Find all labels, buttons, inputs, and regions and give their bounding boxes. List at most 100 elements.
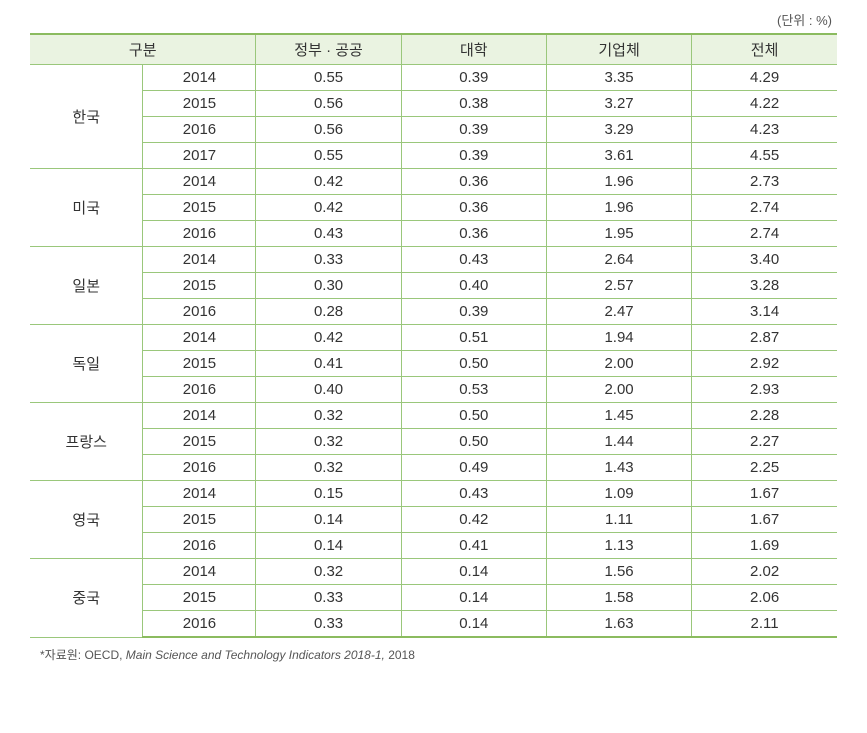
gov-cell: 0.33 [256,247,401,273]
year-cell: 2017 [143,143,256,169]
table-row: 20150.560.383.274.22 [30,91,837,117]
year-cell: 2016 [143,533,256,559]
total-cell: 4.22 [692,91,837,117]
total-cell: 2.27 [692,429,837,455]
table-row: 프랑스20140.320.501.452.28 [30,403,837,429]
table-row: 중국20140.320.141.562.02 [30,559,837,585]
ent-cell: 3.35 [546,65,691,91]
uni-cell: 0.14 [401,559,546,585]
ent-cell: 2.00 [546,351,691,377]
gov-cell: 0.33 [256,585,401,611]
gov-cell: 0.42 [256,195,401,221]
year-cell: 2014 [143,559,256,585]
country-cell: 일본 [30,247,143,325]
year-cell: 2015 [143,91,256,117]
total-cell: 2.25 [692,455,837,481]
uni-cell: 0.36 [401,195,546,221]
gov-cell: 0.32 [256,403,401,429]
table-row: 20160.140.411.131.69 [30,533,837,559]
uni-cell: 0.53 [401,377,546,403]
table-row: 20150.140.421.111.67 [30,507,837,533]
table-row: 20160.430.361.952.74 [30,221,837,247]
uni-cell: 0.41 [401,533,546,559]
table-row: 20150.420.361.962.74 [30,195,837,221]
total-cell: 2.87 [692,325,837,351]
uni-cell: 0.51 [401,325,546,351]
total-cell: 1.69 [692,533,837,559]
ent-cell: 1.45 [546,403,691,429]
table-row: 20150.320.501.442.27 [30,429,837,455]
year-cell: 2014 [143,403,256,429]
year-cell: 2015 [143,273,256,299]
year-cell: 2016 [143,299,256,325]
year-cell: 2015 [143,351,256,377]
source-italic: Main Science and Technology Indicators 2… [126,648,388,662]
uni-cell: 0.14 [401,611,546,638]
uni-cell: 0.39 [401,117,546,143]
year-cell: 2014 [143,247,256,273]
year-cell: 2016 [143,221,256,247]
total-cell: 1.67 [692,481,837,507]
uni-cell: 0.36 [401,169,546,195]
uni-cell: 0.49 [401,455,546,481]
uni-cell: 0.42 [401,507,546,533]
gov-cell: 0.56 [256,91,401,117]
total-cell: 3.28 [692,273,837,299]
ent-cell: 1.94 [546,325,691,351]
uni-cell: 0.39 [401,65,546,91]
uni-cell: 0.39 [401,299,546,325]
country-cell: 독일 [30,325,143,403]
gov-cell: 0.42 [256,325,401,351]
unit-label: (단위 : %) [30,10,837,29]
ent-cell: 1.09 [546,481,691,507]
table-row: 20150.410.502.002.92 [30,351,837,377]
table-header: 구분 정부 · 공공 대학 기업체 전체 [30,34,837,65]
gov-cell: 0.32 [256,559,401,585]
gov-cell: 0.32 [256,455,401,481]
table-row: 영국20140.150.431.091.67 [30,481,837,507]
ent-cell: 1.44 [546,429,691,455]
uni-cell: 0.38 [401,91,546,117]
year-cell: 2015 [143,585,256,611]
ent-cell: 1.96 [546,195,691,221]
year-cell: 2015 [143,195,256,221]
total-cell: 2.73 [692,169,837,195]
ent-cell: 3.27 [546,91,691,117]
table-row: 20160.280.392.473.14 [30,299,837,325]
year-cell: 2014 [143,65,256,91]
ent-cell: 2.64 [546,247,691,273]
gov-cell: 0.14 [256,507,401,533]
country-cell: 영국 [30,481,143,559]
year-cell: 2016 [143,377,256,403]
gov-cell: 0.15 [256,481,401,507]
table-row: 20160.330.141.632.11 [30,611,837,638]
ent-cell: 2.57 [546,273,691,299]
gov-cell: 0.30 [256,273,401,299]
ent-cell: 1.63 [546,611,691,638]
year-cell: 2015 [143,429,256,455]
header-category: 구분 [30,34,256,65]
total-cell: 2.74 [692,195,837,221]
ent-cell: 1.11 [546,507,691,533]
gov-cell: 0.33 [256,611,401,638]
ent-cell: 1.56 [546,559,691,585]
uni-cell: 0.36 [401,221,546,247]
gov-cell: 0.55 [256,143,401,169]
uni-cell: 0.14 [401,585,546,611]
source-prefix: *자료원: OECD, [40,648,126,662]
gov-cell: 0.32 [256,429,401,455]
country-cell: 미국 [30,169,143,247]
total-cell: 2.06 [692,585,837,611]
table-row: 20150.330.141.582.06 [30,585,837,611]
ent-cell: 1.95 [546,221,691,247]
total-cell: 4.23 [692,117,837,143]
uni-cell: 0.50 [401,351,546,377]
ent-cell: 3.61 [546,143,691,169]
uni-cell: 0.40 [401,273,546,299]
gov-cell: 0.56 [256,117,401,143]
country-cell: 프랑스 [30,403,143,481]
ent-cell: 2.47 [546,299,691,325]
header-enterprise: 기업체 [546,34,691,65]
source-suffix: 2018 [388,648,415,662]
table-row: 한국20140.550.393.354.29 [30,65,837,91]
